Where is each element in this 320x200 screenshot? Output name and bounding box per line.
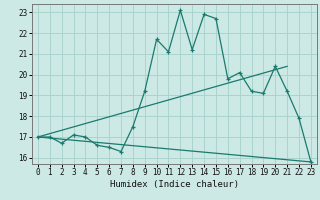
X-axis label: Humidex (Indice chaleur): Humidex (Indice chaleur) [110, 180, 239, 189]
